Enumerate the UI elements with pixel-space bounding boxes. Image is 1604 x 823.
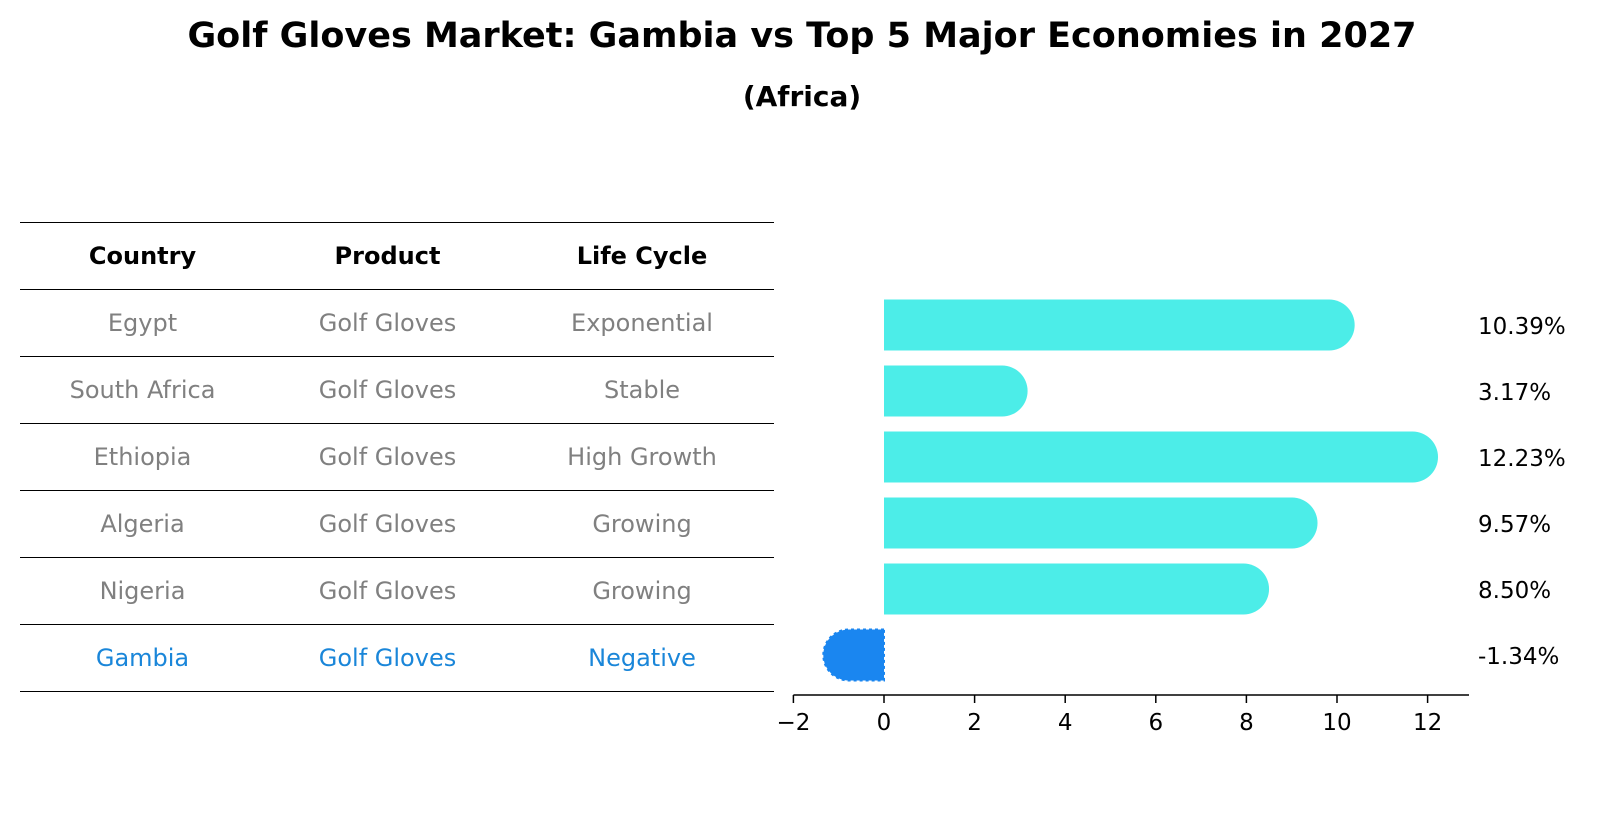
- chart-subtitle: (Africa): [742, 80, 862, 113]
- country-cell: Nigeria: [20, 557, 265, 625]
- life-cycle-cell: Growing: [510, 557, 774, 625]
- table-row-highlighted: Gambia Golf Gloves Negative: [20, 624, 774, 692]
- value-label: -1.34%: [1478, 644, 1559, 670]
- table-row: Ethiopia Golf Gloves High Growth: [20, 423, 774, 491]
- table-row: South Africa Golf Gloves Stable: [20, 356, 774, 424]
- country-cell: Egypt: [20, 289, 265, 357]
- product-cell: Golf Gloves: [265, 423, 510, 491]
- table-row: Egypt Golf Gloves Exponential: [20, 289, 774, 357]
- product-cell: Golf Gloves: [265, 490, 510, 558]
- bar: [884, 299, 1355, 351]
- x-tick-label: 10: [1322, 710, 1351, 736]
- bar: [884, 563, 1270, 615]
- chart-title: Golf Gloves Market: Gambia vs Top 5 Majo…: [187, 16, 1417, 56]
- table-header-row: Country Product Life Cycle: [20, 222, 774, 290]
- column-header-product: Product: [265, 222, 510, 290]
- value-label: 3.17%: [1478, 380, 1551, 406]
- value-label: 12.23%: [1478, 446, 1566, 472]
- country-cell: South Africa: [20, 356, 265, 424]
- product-cell: Golf Gloves: [265, 289, 510, 357]
- value-label: 8.50%: [1478, 578, 1551, 604]
- life-cycle-cell: Negative: [510, 624, 774, 692]
- bar: [884, 497, 1318, 549]
- life-cycle-cell: Growing: [510, 490, 774, 558]
- x-tick-label: 12: [1413, 710, 1442, 736]
- product-cell: Golf Gloves: [265, 624, 510, 692]
- column-header-country: Country: [20, 222, 265, 290]
- country-cell: Algeria: [20, 490, 265, 558]
- country-cell: Ethiopia: [20, 423, 265, 491]
- x-tick-label: 8: [1239, 710, 1254, 736]
- x-tick-label: 6: [1148, 710, 1163, 736]
- country-cell: Gambia: [20, 624, 265, 692]
- product-cell: Golf Gloves: [265, 356, 510, 424]
- life-cycle-cell: Exponential: [510, 289, 774, 357]
- column-header-life-cycle: Life Cycle: [510, 222, 774, 290]
- life-cycle-cell: Stable: [510, 356, 774, 424]
- x-tick-label: 2: [967, 710, 982, 736]
- x-tick-label: 0: [877, 710, 892, 736]
- table-row: Algeria Golf Gloves Growing: [20, 490, 774, 558]
- country-table: Country Product Life Cycle Egypt Golf Gl…: [20, 222, 774, 692]
- value-label: 9.57%: [1478, 512, 1551, 538]
- value-label: 10.39%: [1478, 314, 1566, 340]
- bar-highlighted: [822, 628, 885, 682]
- x-tick-label: 4: [1058, 710, 1073, 736]
- bar: [884, 365, 1028, 417]
- life-cycle-cell: High Growth: [510, 423, 774, 491]
- product-cell: Golf Gloves: [265, 557, 510, 625]
- bar: [884, 431, 1439, 483]
- table-row: Nigeria Golf Gloves Growing: [20, 557, 774, 625]
- x-tick-label: −2: [776, 710, 810, 736]
